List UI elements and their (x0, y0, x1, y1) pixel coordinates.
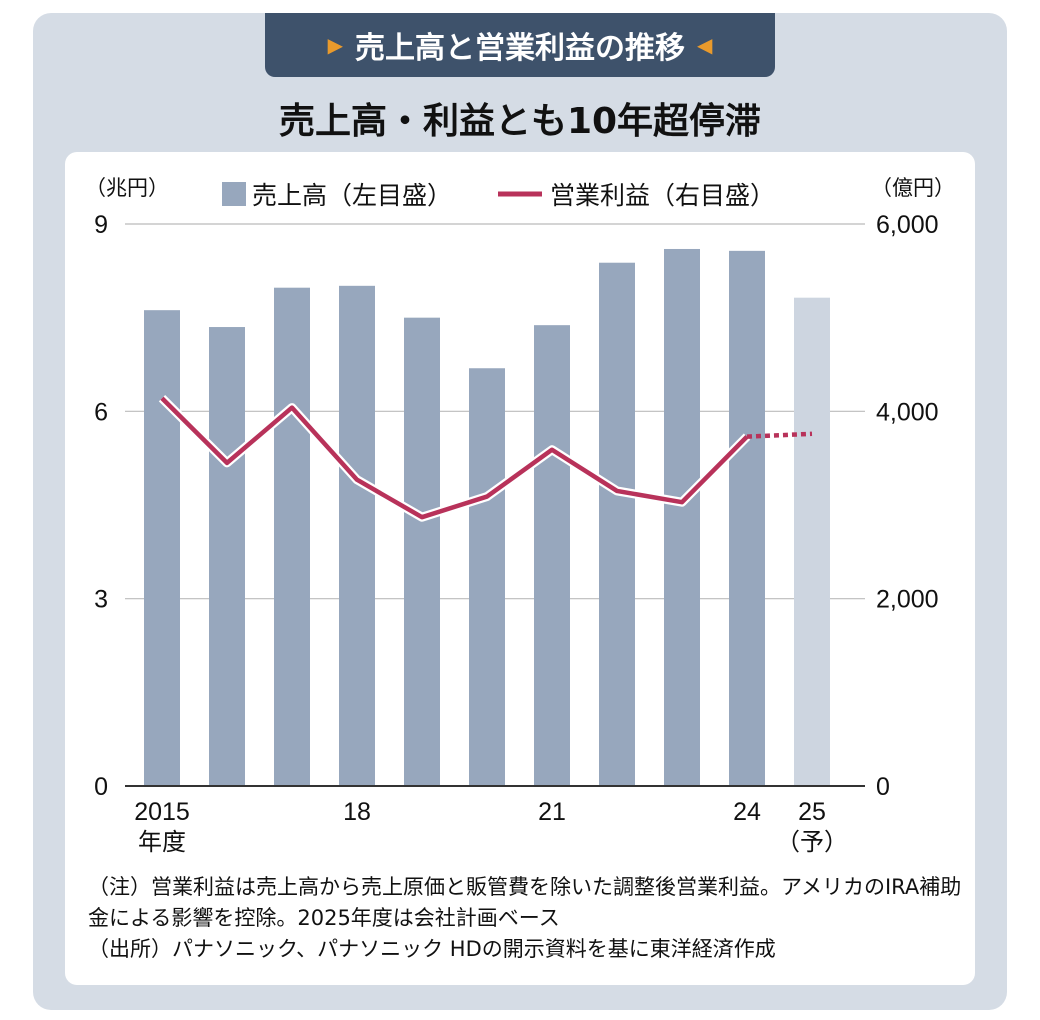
x-tick-sublabel: 年度 (138, 829, 186, 856)
x-tick-label: 18 (343, 798, 371, 826)
left-tick-label: 3 (94, 586, 108, 614)
chart-title-tab: ▶ 売上高と営業利益の推移 ◀ (265, 13, 775, 77)
right-tick-label: 6,000 (876, 211, 939, 239)
legend-bar-swatch (222, 182, 246, 206)
chart-notes: （注）営業利益は売上高から売上原価と販管費を除いた調整後営業利益。アメリカのIR… (88, 872, 968, 965)
bar (534, 325, 570, 786)
x-tick-sublabel: （予） (776, 829, 848, 856)
bar (404, 317, 440, 786)
right-tick-label: 4,000 (876, 398, 939, 426)
x-tick-label: 24 (733, 798, 761, 826)
bar (274, 287, 310, 786)
chart-title: 売上高と営業利益の推移 (355, 31, 685, 66)
triangle-left-icon: ◀ (697, 33, 713, 57)
right-tick-label: 2,000 (876, 586, 939, 614)
chart-subtitle: 売上高・利益とも10年超停滞 (278, 101, 762, 142)
x-tick-label: 2015 (134, 798, 190, 826)
series-line (160, 396, 749, 520)
note-text: （注）営業利益は売上高から売上原価と販管費を除いた調整後営業利益。アメリカのIR… (88, 875, 962, 930)
forecast-line (746, 431, 813, 439)
bar (144, 310, 180, 786)
right-tick-label: 0 (876, 773, 890, 801)
source-text: （出所）パナソニック、パナソニック HDの開示資料を基に東洋経済作成 (88, 937, 776, 961)
bar (209, 327, 245, 786)
left-tick-label: 9 (94, 211, 108, 239)
right-axis-unit: （億円） (871, 177, 955, 200)
x-tick-label: 25 (798, 798, 826, 826)
bar (469, 368, 505, 786)
bar (664, 248, 700, 786)
bar (599, 262, 635, 786)
triangle-right-icon: ▶ (327, 33, 343, 57)
bar (794, 297, 830, 786)
left-axis-unit: （兆円） (85, 177, 169, 200)
legend-line-label: 営業利益（右目盛） (550, 182, 775, 210)
bar (729, 250, 765, 787)
bar (339, 285, 375, 786)
left-tick-label: 0 (94, 773, 108, 801)
left-tick-label: 6 (94, 398, 108, 426)
x-tick-label: 21 (538, 798, 566, 826)
legend-bar-label: 売上高（左目盛） (252, 182, 452, 210)
